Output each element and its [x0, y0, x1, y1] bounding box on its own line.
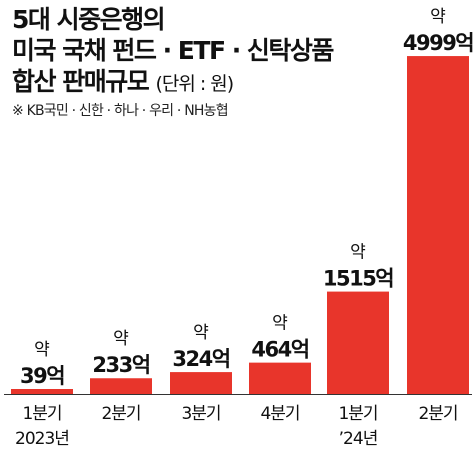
x-tick-year-5: ’24년 — [339, 429, 378, 449]
value-prefix-3: 약 — [193, 323, 209, 343]
value-prefix-6: 약 — [430, 7, 446, 27]
x-tick-label-5: 1분기 — [338, 404, 377, 424]
title-line-3-text: 합산 판매규모 — [12, 67, 150, 96]
data-label-4: 464억 — [251, 338, 308, 362]
bar-5 — [327, 291, 389, 394]
x-tick-year-1: 2023년 — [15, 429, 69, 449]
x-tick-label-4: 4분기 — [260, 404, 299, 424]
x-tick-label-2: 2분기 — [101, 404, 140, 424]
data-label-2: 233억 — [92, 353, 149, 377]
data-label-1: 39억 — [20, 364, 64, 388]
bar-3 — [170, 372, 232, 394]
bank-note: ※ KB국민 · 신한 · 하나 · 우리 · NH농협 — [12, 103, 229, 119]
unit-label: (단위 : 원) — [155, 73, 234, 95]
title-line-3: 합산 판매규모 (단위 : 원) — [12, 66, 333, 100]
value-prefix-5: 약 — [350, 243, 366, 263]
data-label-6: 4999억 — [403, 31, 473, 55]
value-prefix-2: 약 — [113, 329, 129, 349]
chart-title: 5대 시중은행의 미국 국채 펀드 · ETF · 신탁상품 합산 판매규모 (… — [12, 4, 334, 100]
x-tick-label-1: 1분기 — [22, 404, 61, 424]
bar-4 — [249, 362, 311, 394]
data-label-3: 324억 — [172, 347, 229, 371]
x-tick-label-6: 2분기 — [418, 404, 457, 424]
title-line-1: 5대 시중은행의 — [12, 5, 166, 34]
title-line-2: 미국 국채 펀드 · ETF · 신탁상품 — [12, 36, 334, 65]
bar-6 — [407, 56, 469, 395]
bar-1 — [11, 389, 73, 394]
bar-2 — [90, 378, 152, 394]
data-label-5: 1515억 — [323, 267, 393, 291]
value-prefix-4: 약 — [272, 314, 288, 334]
value-prefix-1: 약 — [34, 340, 50, 360]
x-tick-label-3: 3분기 — [181, 404, 220, 424]
